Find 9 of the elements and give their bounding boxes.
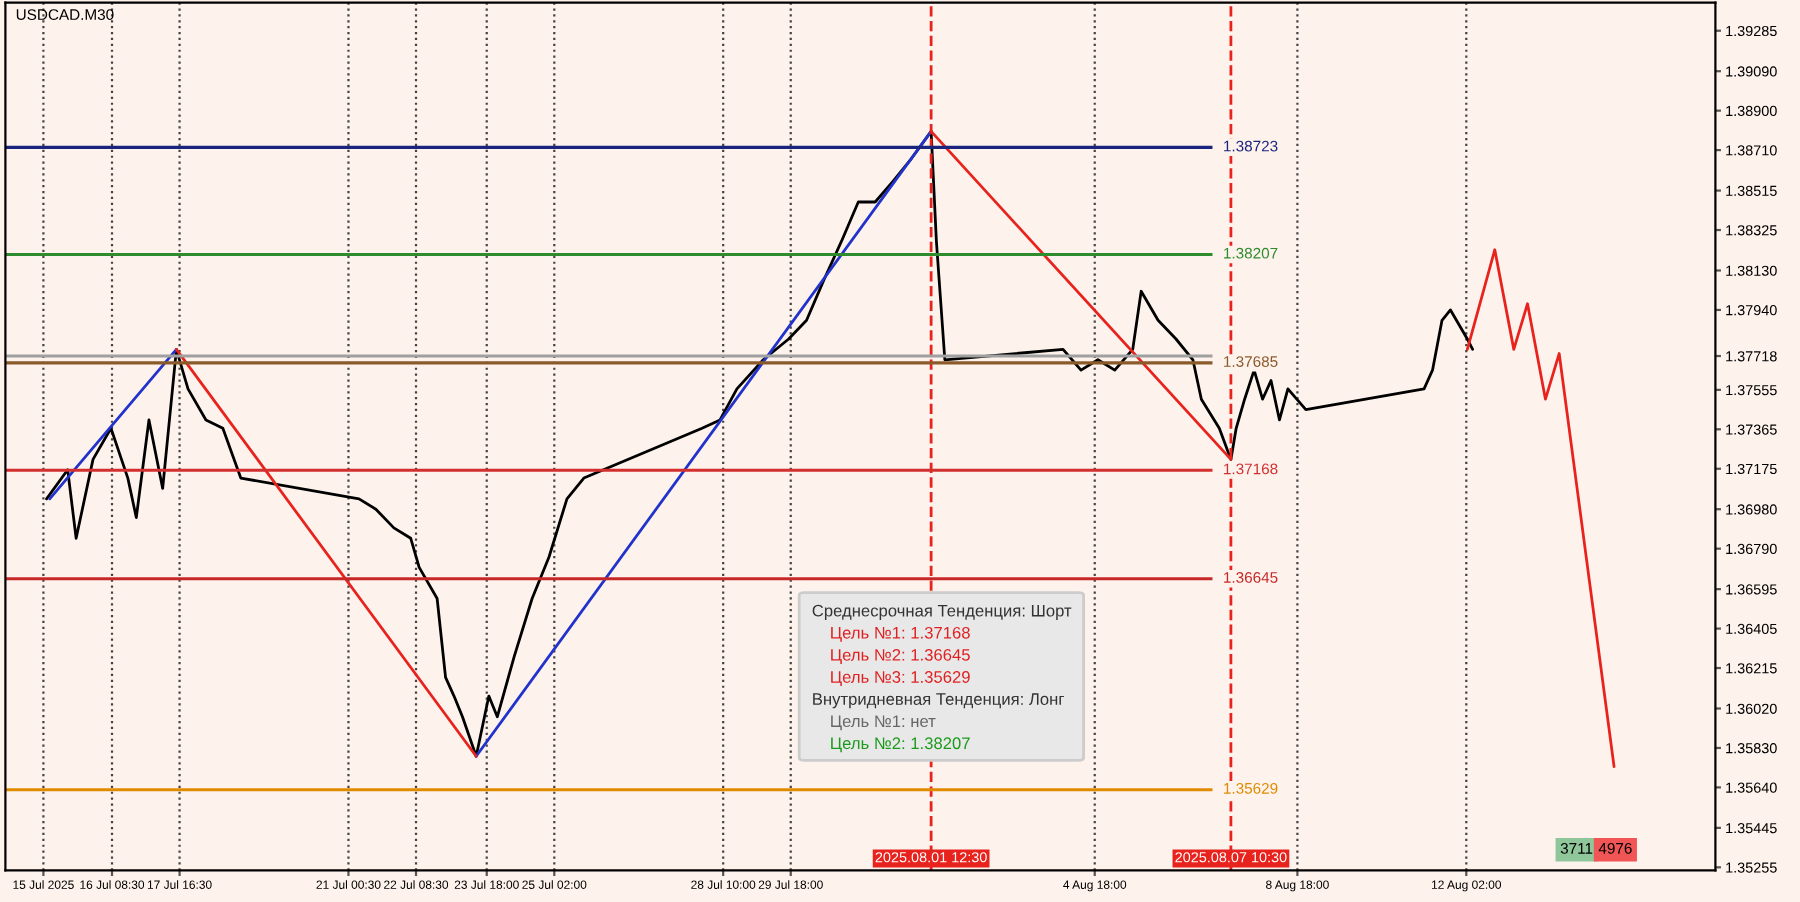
- annotation: Цель №1: 1.37168: [831, 626, 970, 642]
- annotation: Среднесрочная Тенденция: Шорт: [812, 604, 1072, 620]
- annotation: Внутридневная Тенденция: Лонг: [813, 693, 1064, 709]
- annotation: Цель №1: нет: [831, 715, 936, 731]
- annotation: Цель №2: 1.38207: [831, 737, 970, 753]
- line-series: [45, 130, 1475, 758]
- annotation: Цель №3: 1.35629: [831, 671, 970, 687]
- annotation: Цель №2: 1.36645: [831, 648, 970, 664]
- line-series: [1465, 248, 1616, 769]
